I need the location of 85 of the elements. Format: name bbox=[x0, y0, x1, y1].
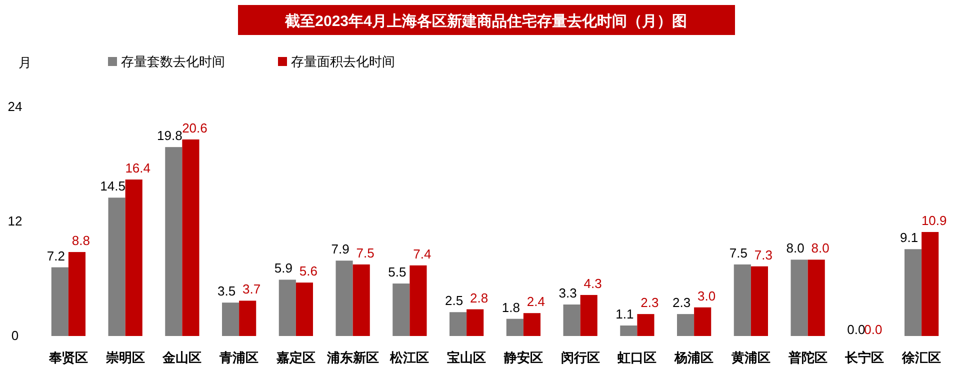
x-tick-label: 杨浦区 bbox=[674, 350, 714, 365]
data-label: 8.0 bbox=[786, 240, 804, 256]
data-label: 5.9 bbox=[274, 260, 292, 276]
bar bbox=[563, 304, 580, 336]
x-tick-label: 虹口区 bbox=[616, 350, 657, 365]
x-tick-label: 崇明区 bbox=[104, 350, 145, 365]
bar bbox=[165, 147, 182, 336]
bar bbox=[450, 312, 467, 336]
x-tick-label: 黄浦区 bbox=[730, 350, 770, 365]
bar bbox=[790, 260, 808, 336]
bar bbox=[182, 139, 200, 336]
data-label: 9.1 bbox=[900, 230, 918, 246]
x-tick-label: 青浦区 bbox=[218, 350, 259, 365]
data-label: 16.4 bbox=[125, 160, 150, 176]
bar bbox=[904, 249, 922, 336]
data-label: 5.6 bbox=[299, 264, 318, 279]
data-label: 10.9 bbox=[921, 212, 947, 228]
bar bbox=[523, 313, 540, 336]
data-label: 4.3 bbox=[584, 276, 602, 291]
bar bbox=[677, 314, 694, 336]
data-label: 3.0 bbox=[698, 288, 716, 304]
data-label: 20.6 bbox=[182, 120, 208, 136]
data-label: 5.5 bbox=[388, 264, 406, 280]
data-label: 7.2 bbox=[46, 248, 65, 264]
bar bbox=[222, 302, 240, 336]
data-label: 7.3 bbox=[754, 247, 773, 262]
bar bbox=[694, 307, 712, 336]
y-axis-title: 月 bbox=[18, 55, 32, 70]
bar bbox=[466, 309, 484, 336]
data-label: 7.4 bbox=[413, 246, 432, 262]
bar bbox=[336, 260, 353, 336]
data-label: 19.8 bbox=[157, 128, 182, 144]
y-tick-label: 24 bbox=[8, 99, 22, 114]
bar bbox=[808, 260, 825, 336]
data-label: 7.5 bbox=[729, 245, 748, 260]
data-label: 7.5 bbox=[356, 245, 374, 260]
bar bbox=[51, 267, 68, 336]
data-label: 3.3 bbox=[558, 286, 577, 301]
legend-label: 存量面积去化时间 bbox=[291, 54, 395, 69]
x-tick-label: 徐汇区 bbox=[901, 350, 942, 365]
x-tick-label: 普陀区 bbox=[787, 350, 828, 365]
x-tick-label: 奉贤区 bbox=[48, 350, 88, 365]
bar bbox=[734, 264, 751, 336]
bar bbox=[68, 252, 86, 336]
legend-label: 存量套数去化时间 bbox=[121, 54, 225, 69]
data-label: 14.5 bbox=[100, 178, 126, 194]
bar bbox=[392, 284, 410, 336]
y-tick-label: 12 bbox=[8, 214, 22, 228]
bar bbox=[352, 264, 370, 336]
bar bbox=[506, 318, 524, 336]
chart-title: 截至2023年4月上海各区新建商品住宅存量去化时间（月）图 bbox=[284, 12, 687, 30]
data-label: 0.0 bbox=[864, 322, 882, 337]
x-tick-label: 金山区 bbox=[162, 350, 202, 365]
x-tick-label: 浦东新区 bbox=[326, 350, 379, 365]
bar bbox=[296, 282, 313, 336]
data-label: 8.0 bbox=[811, 240, 830, 256]
data-label: 7.9 bbox=[331, 242, 350, 257]
data-label: 3.5 bbox=[217, 284, 236, 299]
bar bbox=[108, 198, 126, 336]
data-label: 8.8 bbox=[72, 233, 90, 248]
data-label: 1.8 bbox=[502, 300, 520, 315]
bar bbox=[922, 232, 939, 336]
x-tick-label: 闵行区 bbox=[560, 350, 600, 365]
x-tick-label: 宝山区 bbox=[447, 350, 486, 365]
bar bbox=[278, 280, 296, 336]
data-label: 1.1 bbox=[616, 306, 634, 322]
y-tick-label: 0 bbox=[11, 328, 19, 343]
bar bbox=[637, 314, 654, 336]
x-tick-label: 嘉定区 bbox=[276, 350, 316, 365]
x-tick-label: 松江区 bbox=[389, 350, 430, 365]
bar bbox=[410, 265, 427, 336]
bar bbox=[750, 266, 768, 336]
data-label: 2.5 bbox=[444, 293, 464, 308]
x-tick-label: 长宁区 bbox=[844, 350, 884, 365]
x-tick-label: 静安区 bbox=[502, 350, 543, 365]
data-label: 2.8 bbox=[470, 290, 488, 306]
bar bbox=[125, 180, 142, 336]
data-label: 2.3 bbox=[672, 295, 691, 310]
bar bbox=[620, 326, 638, 336]
data-label: 2.4 bbox=[526, 294, 546, 310]
data-label: 0.0 bbox=[847, 322, 866, 337]
bar bbox=[580, 294, 598, 336]
bar bbox=[239, 300, 256, 336]
data-label: 3.7 bbox=[242, 282, 261, 297]
data-label: 2.3 bbox=[640, 295, 659, 310]
